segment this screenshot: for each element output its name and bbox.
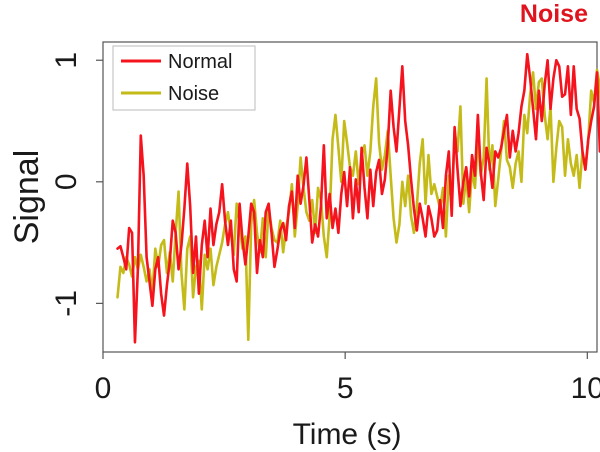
- x-tick-label: 0: [95, 372, 112, 405]
- series-line-normal: [116, 52, 600, 344]
- plot-frame: [102, 41, 598, 353]
- series-layer: [116, 52, 600, 344]
- legend: Normal Noise: [112, 45, 256, 111]
- x-tick-label: 10: [571, 372, 600, 405]
- legend-label-noise: Noise: [168, 83, 219, 105]
- axis-ticks: 0 5 10 -1 0 1: [50, 52, 600, 405]
- series-line-noise: [116, 68, 600, 342]
- plot-frame-layer: [102, 41, 598, 353]
- y-tick-label: 0: [50, 173, 83, 190]
- y-axis-label: Signal: [8, 150, 46, 245]
- y-tick-label: 1: [50, 52, 83, 69]
- legend-box: [112, 45, 256, 111]
- legend-label-normal: Normal: [168, 51, 232, 73]
- y-tick-label: -1: [50, 290, 83, 317]
- x-axis-label: Time (s): [293, 418, 402, 451]
- x-tick-label: 5: [337, 372, 354, 405]
- corner-noise-label: Noise: [519, 0, 588, 28]
